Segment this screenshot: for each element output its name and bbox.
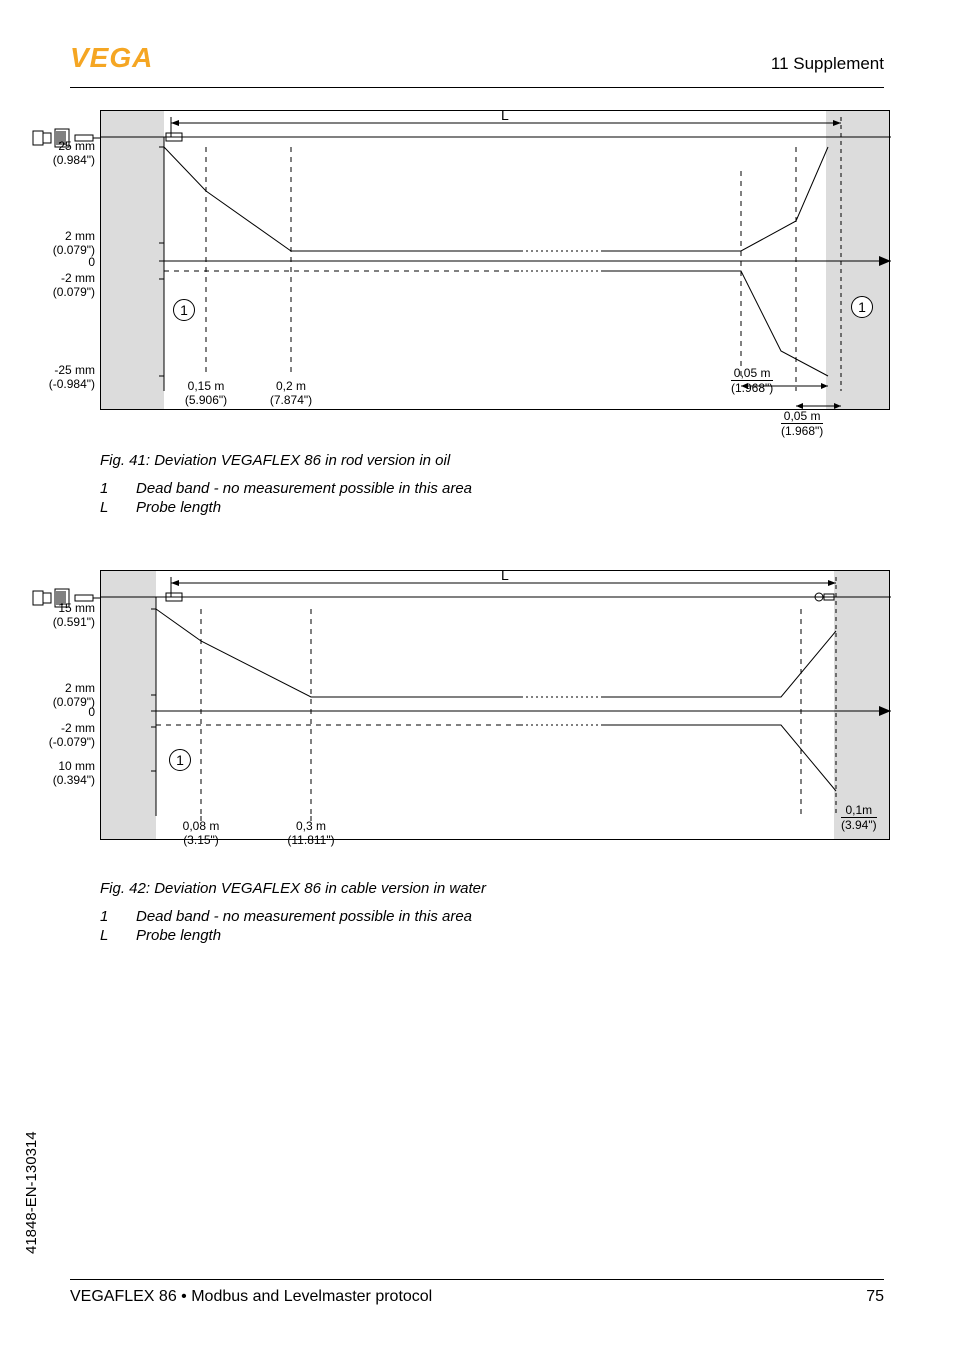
xlabel-txt: 0,3 m bbox=[296, 819, 326, 833]
xlabel-txt: 0,15 m bbox=[188, 379, 225, 393]
ylabel-txt: -25 mm bbox=[54, 363, 95, 377]
ylabel: -2 mm(0.079") bbox=[53, 271, 95, 299]
legend-val: Dead band - no measurement possible in t… bbox=[136, 480, 472, 497]
xlabel: 0,3 m(11.811") bbox=[287, 819, 334, 847]
L-label: L bbox=[501, 567, 509, 583]
ylabel: -2 mm(-0.079") bbox=[49, 721, 95, 749]
ylabel-txt: 25 mm bbox=[58, 139, 95, 153]
xlabel: 0,08 m(3.15") bbox=[183, 819, 220, 847]
ylabel-txt: 10 mm bbox=[58, 759, 95, 773]
ylabel-txt2: (0.591") bbox=[53, 615, 95, 629]
ylabel-txt: -2 mm bbox=[61, 271, 95, 285]
ylabel-txt: 2 mm bbox=[65, 681, 95, 695]
rlabel-txt2: (3.94") bbox=[841, 817, 877, 832]
ylabel-txt: 0 bbox=[88, 705, 95, 719]
xlabel-txt: 0,08 m bbox=[183, 819, 220, 833]
document-code: 41848-EN-130314 bbox=[23, 1131, 40, 1254]
legend-val: Dead band - no measurement possible in t… bbox=[136, 908, 472, 925]
xlabel-txt2: (3.15") bbox=[183, 833, 219, 847]
legend-key: L bbox=[100, 499, 136, 516]
right-dim-label: 0,05 m(1.968") bbox=[781, 409, 823, 438]
rlabel-txt2: (1.968") bbox=[731, 380, 773, 395]
xlabel-txt2: (11.811") bbox=[287, 833, 334, 847]
legend-key: 1 bbox=[100, 480, 136, 497]
legend-key: L bbox=[100, 927, 136, 944]
ylabel: 25 mm(0.984") bbox=[53, 139, 95, 167]
xlabel-txt2: (7.874") bbox=[270, 393, 312, 407]
marker-1: 1 bbox=[173, 299, 195, 321]
legend-val: Probe length bbox=[136, 499, 221, 516]
xlabel: 0,2 m(7.874") bbox=[270, 379, 312, 407]
right-dim-label: 0,1m(3.94") bbox=[841, 803, 877, 832]
figure-caption-41: Fig. 41: Deviation VEGAFLEX 86 in rod ve… bbox=[100, 452, 450, 469]
ylabel: 2 mm(0.079") bbox=[53, 229, 95, 257]
page-number: 75 bbox=[866, 1288, 884, 1306]
header-rule bbox=[70, 87, 884, 88]
ylabel: 10 mm(0.394") bbox=[53, 759, 95, 787]
ylabel-txt: 0 bbox=[88, 255, 95, 269]
ylabel: 15 mm(0.591") bbox=[53, 601, 95, 629]
rlabel-txt: 0,05 m bbox=[784, 409, 821, 423]
deviation-chart-oil: L 25 mm(0.984") 2 mm(0.079") 0 -2 mm(0.0… bbox=[100, 110, 890, 410]
ylabel-txt2: (0.984") bbox=[53, 153, 95, 167]
figure-legend-41: 1Dead band - no measurement possible in … bbox=[100, 478, 472, 516]
xlabel: 0,15 m(5.906") bbox=[185, 379, 227, 407]
marker-1: 1 bbox=[169, 749, 191, 771]
ylabel-txt2: (-0.079") bbox=[49, 735, 95, 749]
page-header: VEGA 11 Supplement bbox=[70, 48, 884, 88]
figure-legend-42: 1Dead band - no measurement possible in … bbox=[100, 906, 472, 944]
marker-1: 1 bbox=[851, 296, 873, 318]
ylabel-txt2: (0.394") bbox=[53, 773, 95, 787]
ylabel: -25 mm(-0.984") bbox=[49, 363, 95, 391]
ylabel: 0 bbox=[88, 705, 95, 719]
deviation-chart-water: L 15 mm(0.591") 2 mm(0.079") 0 -2 mm(-0.… bbox=[100, 570, 890, 840]
xlabel-txt: 0,2 m bbox=[276, 379, 306, 393]
xlabel-txt2: (5.906") bbox=[185, 393, 227, 407]
ylabel: 0 bbox=[88, 255, 95, 269]
ylabel-txt2: (-0.984") bbox=[49, 377, 95, 391]
ylabel-txt: 2 mm bbox=[65, 229, 95, 243]
section-title: 11 Supplement bbox=[771, 54, 884, 74]
vega-logo: VEGA bbox=[70, 42, 153, 74]
L-label: L bbox=[501, 107, 509, 123]
legend-val: Probe length bbox=[136, 927, 221, 944]
right-dim-label: 0,05 m(1.968") bbox=[731, 366, 773, 395]
footer-title: VEGAFLEX 86 • Modbus and Levelmaster pro… bbox=[70, 1288, 432, 1306]
legend-key: 1 bbox=[100, 908, 136, 925]
rlabel-txt2: (1.968") bbox=[781, 423, 823, 438]
rlabel-txt: 0,1m bbox=[845, 803, 872, 817]
ylabel-txt: -2 mm bbox=[61, 721, 95, 735]
ylabel-txt2: (0.079") bbox=[53, 285, 95, 299]
figure-caption-42: Fig. 42: Deviation VEGAFLEX 86 in cable … bbox=[100, 880, 486, 897]
ylabel-txt: 15 mm bbox=[58, 601, 95, 615]
rlabel-txt: 0,05 m bbox=[734, 366, 771, 380]
page-footer: VEGAFLEX 86 • Modbus and Levelmaster pro… bbox=[70, 1279, 884, 1306]
chart2-svg bbox=[101, 571, 891, 841]
